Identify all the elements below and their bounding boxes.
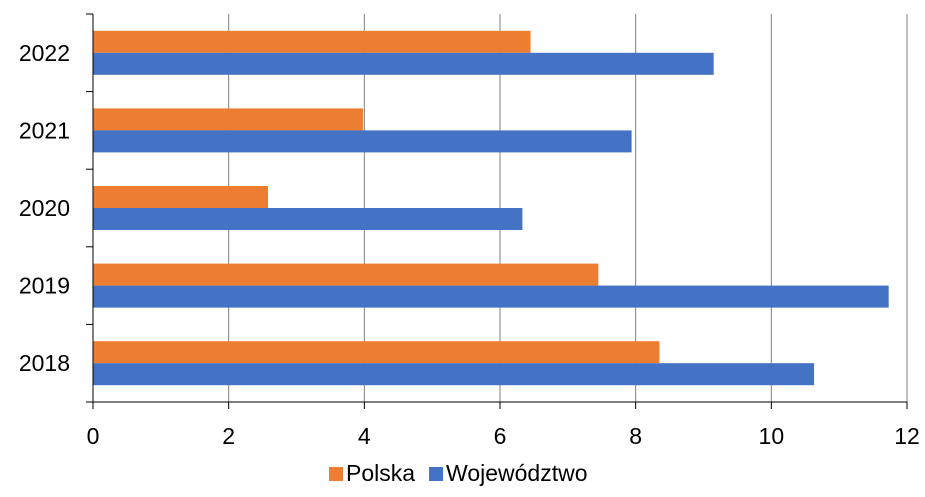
category-label: 2018 — [19, 350, 70, 376]
x-tick-labels: 0 2 4 6 8 10 12 — [87, 423, 920, 449]
category-labels: 2018 2019 2020 2021 2022 — [19, 40, 70, 376]
x-tick-label: 2 — [222, 423, 235, 449]
legend-label: Polska — [346, 460, 415, 486]
bar-województwo-2021 — [93, 130, 632, 153]
x-tick-label: 4 — [358, 423, 371, 449]
category-label: 2022 — [19, 40, 70, 66]
category-label: 2019 — [19, 273, 70, 299]
x-tick-label: 6 — [494, 423, 507, 449]
bar-polska-2021 — [93, 108, 363, 131]
bar-polska-2019 — [93, 263, 599, 286]
axes — [86, 13, 908, 409]
bar-województwo-2022 — [93, 52, 714, 75]
legend: Polska Województwo — [329, 460, 588, 486]
bar-województwo-2019 — [93, 285, 889, 308]
bar-województwo-2018 — [93, 363, 815, 386]
bars — [93, 30, 889, 386]
bar-polska-2020 — [93, 186, 269, 208]
x-tick-label: 0 — [87, 423, 100, 449]
legend-swatch — [429, 467, 444, 481]
category-label: 2021 — [19, 117, 70, 143]
category-label: 2020 — [19, 195, 70, 221]
legend-label: Województwo — [446, 460, 587, 486]
bar-polska-2022 — [93, 30, 531, 53]
bar-polska-2018 — [93, 341, 660, 364]
x-tick-label: 8 — [629, 423, 642, 449]
legend-swatch — [329, 467, 343, 481]
x-tick-label: 12 — [894, 423, 920, 449]
bar-województwo-2020 — [93, 208, 523, 230]
x-tick-label: 10 — [759, 423, 785, 449]
